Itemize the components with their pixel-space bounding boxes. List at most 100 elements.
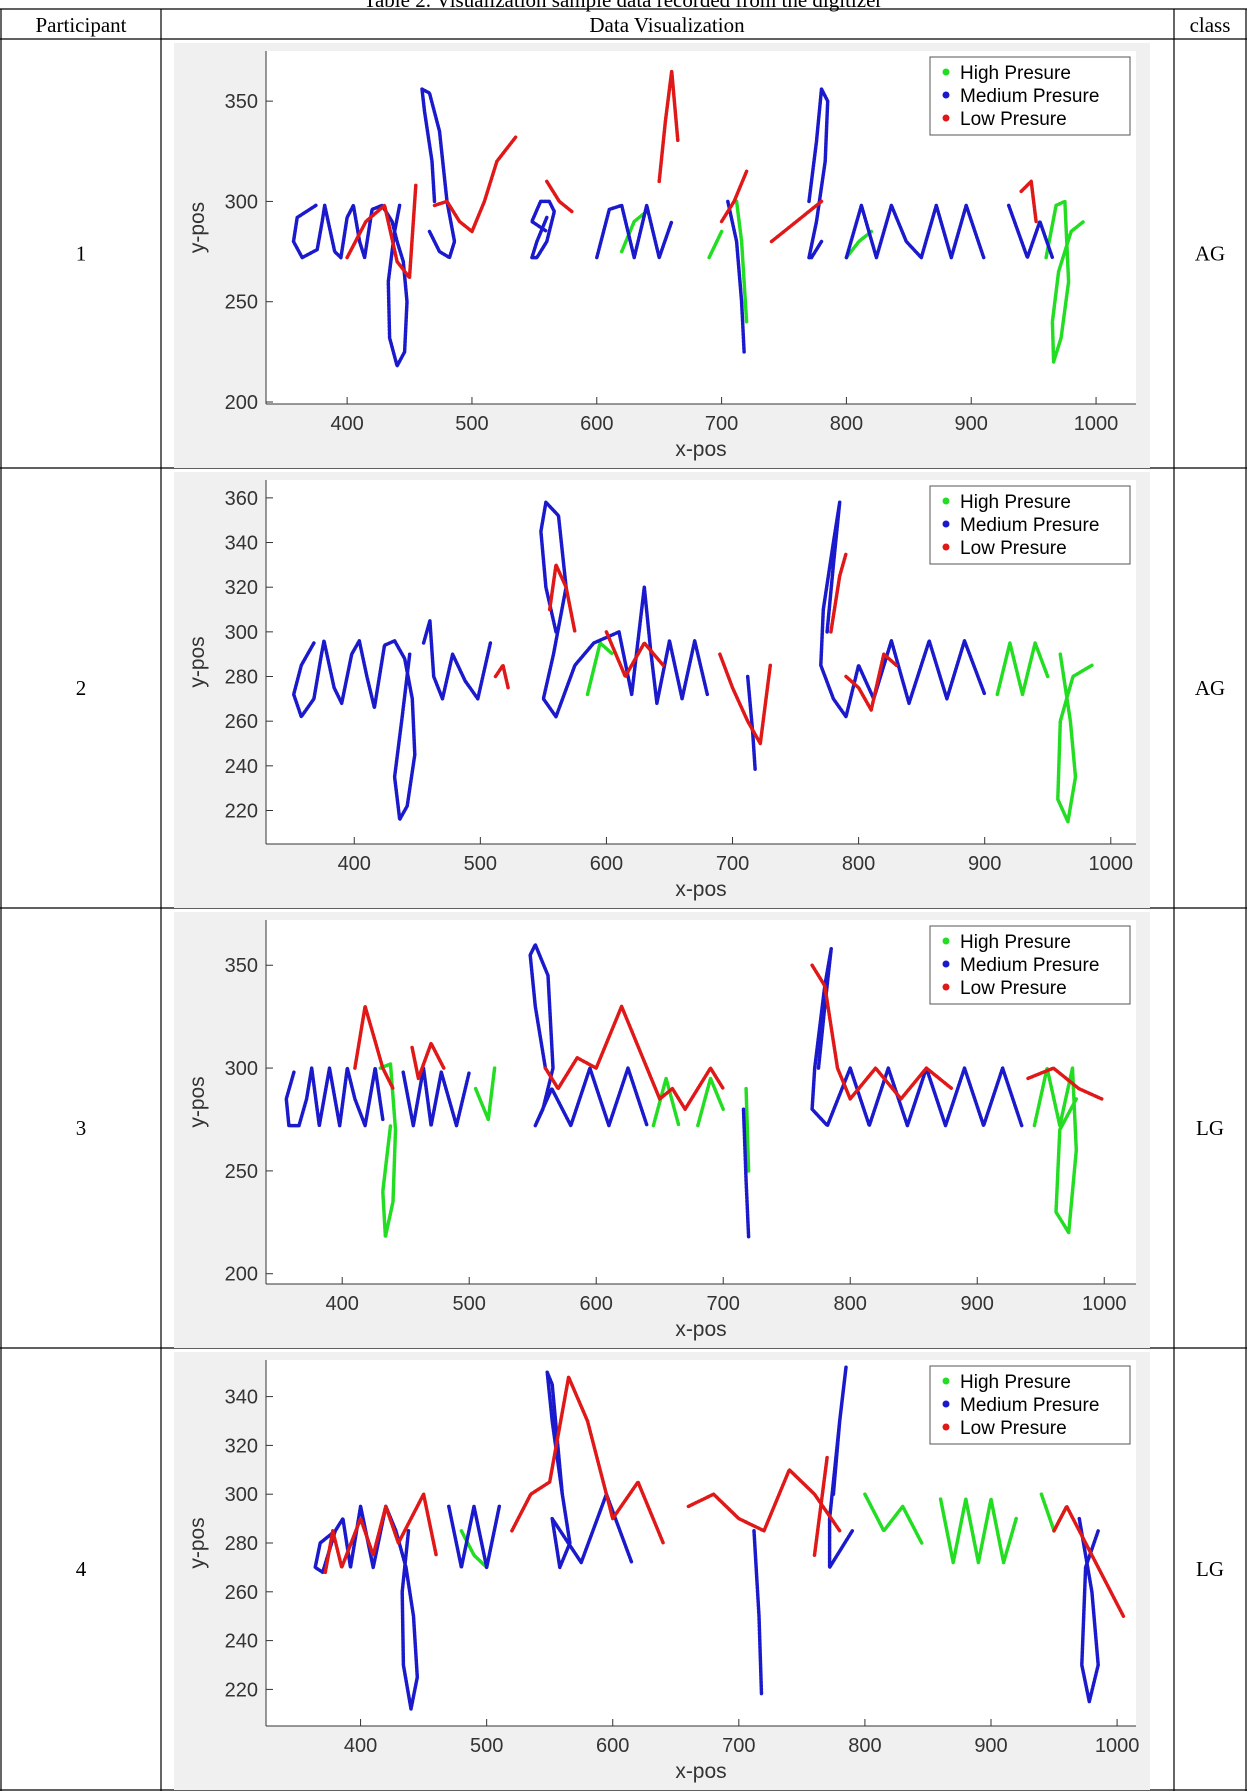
y-tick-label: 350 — [225, 955, 258, 977]
y-tick-label: 200 — [225, 392, 258, 414]
x-tick-label: 600 — [580, 1293, 613, 1315]
stroke-trace — [284, 942, 1024, 1239]
x-tick-label: 500 — [470, 1735, 503, 1757]
legend-marker — [942, 114, 950, 122]
y-tick-label: 250 — [225, 292, 258, 314]
legend-box — [929, 56, 1131, 136]
class-cell: LG — [1196, 1557, 1224, 1581]
x-tick-label: 800 — [842, 853, 875, 875]
stroke-trace — [323, 1375, 1126, 1618]
y-axis-label: y-pos — [186, 1076, 209, 1127]
x-tick-label: 500 — [453, 1293, 486, 1315]
legend-label: Low Presure — [960, 1418, 1067, 1439]
stroke-trace — [345, 69, 1038, 280]
x-axis-label: x-pos — [675, 438, 726, 461]
x-tick-label: 400 — [344, 1735, 377, 1757]
legend-marker — [942, 1377, 950, 1385]
x-tick-label: 700 — [716, 853, 749, 875]
participant-cell: 4 — [76, 1557, 87, 1581]
x-tick-label: 900 — [968, 853, 1001, 875]
x-tick-label: 1000 — [1082, 1293, 1127, 1315]
x-tick-label: 600 — [580, 413, 613, 435]
legend-marker — [942, 960, 950, 968]
x-tick-label: 700 — [707, 1293, 740, 1315]
header-cell: class — [1190, 13, 1231, 37]
stroke-trace — [585, 641, 1094, 824]
legend-marker — [942, 1400, 950, 1408]
legend-label: Medium Presure — [960, 515, 1099, 536]
legend-box — [929, 1365, 1131, 1445]
class-cell: LG — [1196, 1116, 1224, 1140]
y-axis-label: y-pos — [186, 636, 209, 687]
y-tick-label: 280 — [225, 667, 258, 689]
x-tick-label: 400 — [338, 853, 371, 875]
legend-label: High Presure — [960, 492, 1071, 513]
legend-label: High Presure — [960, 1372, 1071, 1393]
class-cell: AG — [1195, 676, 1225, 700]
x-axis-label: x-pos — [675, 878, 726, 901]
participant-cell: 1 — [76, 242, 87, 266]
x-tick-label: 800 — [830, 413, 863, 435]
chart: 400 500 600 700 800 900 1000 200 250 300 350 x-pos y… — [174, 43, 1150, 468]
legend-marker — [942, 983, 950, 991]
participant-cell: 3 — [76, 1116, 87, 1140]
legend-marker — [942, 937, 950, 945]
y-tick-label: 300 — [225, 191, 258, 213]
participant-cell: 2 — [76, 676, 87, 700]
stroke-trace — [378, 1062, 1079, 1239]
legend-marker — [942, 68, 950, 76]
y-tick-label: 320 — [225, 577, 258, 599]
x-tick-label: 1000 — [1074, 413, 1119, 435]
header-cell: Data Visualization — [589, 13, 745, 37]
y-axis-label: y-pos — [186, 202, 209, 253]
y-tick-label: 220 — [225, 1679, 258, 1701]
x-axis-label: x-pos — [675, 1318, 726, 1341]
y-tick-label: 360 — [225, 488, 258, 510]
legend-marker — [942, 520, 950, 528]
y-tick-label: 260 — [225, 1582, 258, 1604]
x-tick-label: 500 — [455, 413, 488, 435]
legend-label: Low Presure — [960, 978, 1067, 999]
y-tick-label: 340 — [225, 533, 258, 555]
legend-label: High Presure — [960, 932, 1071, 953]
legend-box — [929, 485, 1131, 565]
x-tick-label: 1000 — [1089, 853, 1134, 875]
legend-label: Medium Presure — [960, 955, 1099, 976]
x-tick-label: 1000 — [1095, 1735, 1140, 1757]
class-cell: AG — [1195, 242, 1225, 266]
legend-box — [929, 925, 1131, 1005]
legend-label: High Presure — [960, 63, 1071, 84]
y-tick-label: 340 — [225, 1387, 258, 1409]
y-tick-label: 350 — [225, 91, 258, 113]
stroke-trace — [353, 963, 1104, 1111]
y-tick-label: 220 — [225, 801, 258, 823]
stroke-trace — [619, 199, 1086, 364]
x-tick-label: 900 — [974, 1735, 1007, 1757]
x-tick-label: 400 — [326, 1293, 359, 1315]
x-tick-label: 600 — [596, 1735, 629, 1757]
x-tick-label: 700 — [722, 1735, 755, 1757]
y-tick-label: 240 — [225, 756, 258, 778]
y-axis-label: y-pos — [186, 1517, 209, 1568]
y-tick-label: 300 — [225, 622, 258, 644]
legend-label: Low Presure — [960, 538, 1067, 559]
legend-marker — [942, 91, 950, 99]
chart: 400 500 600 700 800 900 1000 220 240 260 280 300 320… — [174, 472, 1150, 908]
legend-label: Low Presure — [960, 109, 1067, 130]
legend-label: Medium Presure — [960, 86, 1099, 107]
y-tick-label: 250 — [225, 1161, 258, 1183]
caption: Table 2. Visualization sample data recor… — [364, 0, 883, 12]
stroke-trace — [459, 1492, 1069, 1570]
y-tick-label: 300 — [225, 1484, 258, 1506]
x-tick-label: 700 — [705, 413, 738, 435]
header-cell: Participant — [36, 13, 127, 37]
y-tick-label: 320 — [225, 1435, 258, 1457]
x-axis-label: x-pos — [675, 1760, 726, 1783]
chart: 400 500 600 700 800 900 1000 200 250 300 350 x-pos y… — [174, 912, 1150, 1348]
x-tick-label: 900 — [955, 413, 988, 435]
y-tick-label: 300 — [225, 1058, 258, 1080]
x-tick-label: 500 — [464, 853, 497, 875]
y-tick-label: 280 — [225, 1533, 258, 1555]
legend-marker — [942, 497, 950, 505]
